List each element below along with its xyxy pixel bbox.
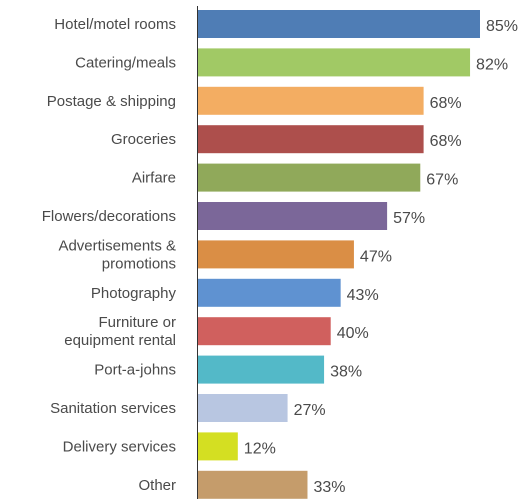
category-label-12: Other [138,477,176,494]
bar-0 [198,10,480,38]
bar-12 [198,470,308,499]
value-label-12: 33% [313,479,345,496]
bar-9 [198,355,325,384]
value-label-10: 27% [294,402,326,419]
category-label-2: Postage & shipping [47,93,176,110]
category-labels: Hotel/motel rooms Catering/meals Postage &… [42,16,177,494]
category-label-4: Airfare [132,170,176,187]
category-label-6: Advertisements & promotions [58,237,176,272]
bar-10 [198,394,288,422]
category-label-8: Furniture or equipment rental [64,314,176,349]
category-label-11: Delivery services [63,438,176,455]
value-label-3: 68% [430,133,462,150]
value-label-6: 47% [360,248,392,265]
category-label-1: Catering/meals [75,54,176,71]
bar-6 [198,240,354,269]
bar-4 [198,163,421,192]
value-label-9: 38% [330,364,362,381]
value-label-4: 67% [426,172,458,189]
bars-group [198,10,480,499]
value-label-1: 82% [476,56,508,73]
bar-1 [198,48,471,77]
bar-2 [198,86,424,115]
value-label-7: 43% [347,287,379,304]
category-label-7: Photography [91,285,177,302]
bar-11 [198,432,238,461]
category-label-3: Groceries [111,131,176,148]
category-label-5: Flowers/decorations [42,208,176,225]
category-label-0: Hotel/motel rooms [54,16,176,33]
value-label-8: 40% [337,325,369,342]
value-label-11: 12% [244,440,276,457]
value-label-5: 57% [393,210,425,227]
category-label-9: Port-a-johns [94,362,176,379]
value-label-2: 68% [430,95,462,112]
category-label-10: Sanitation services [50,400,176,417]
bar-7 [198,278,341,307]
bar-8 [198,317,331,346]
value-labels: 85% 82% 68% 68% 67% 57% 47% 43% 40% 38% 27% 12% 33% [244,18,518,496]
bar-5 [198,202,388,230]
value-label-0: 85% [486,18,518,35]
bar-3 [198,125,424,154]
